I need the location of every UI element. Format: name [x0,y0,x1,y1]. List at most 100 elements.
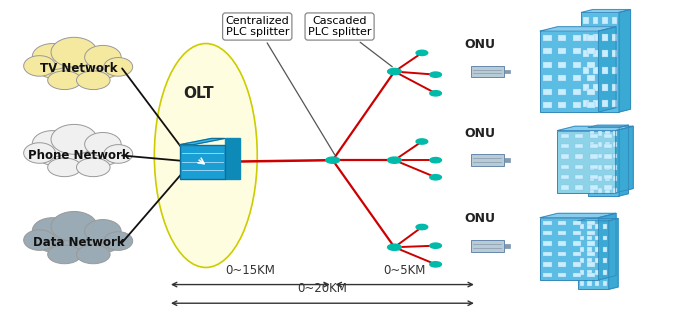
FancyBboxPatch shape [560,144,569,148]
FancyBboxPatch shape [543,76,552,81]
Circle shape [416,50,428,55]
FancyBboxPatch shape [558,262,566,267]
FancyBboxPatch shape [587,221,595,225]
Ellipse shape [36,142,122,169]
FancyBboxPatch shape [560,134,569,138]
Ellipse shape [36,55,122,81]
Ellipse shape [51,37,97,67]
FancyBboxPatch shape [471,154,504,166]
Ellipse shape [51,211,97,241]
Ellipse shape [77,245,110,264]
FancyBboxPatch shape [587,262,595,267]
FancyBboxPatch shape [558,252,566,256]
FancyBboxPatch shape [587,235,592,240]
FancyBboxPatch shape [603,224,607,229]
Polygon shape [598,213,616,280]
FancyBboxPatch shape [605,188,610,193]
FancyBboxPatch shape [573,62,581,67]
FancyBboxPatch shape [587,241,595,246]
Ellipse shape [104,145,132,163]
Polygon shape [589,125,628,128]
Polygon shape [581,10,630,12]
FancyBboxPatch shape [180,145,224,179]
FancyBboxPatch shape [575,144,583,148]
Ellipse shape [84,132,121,156]
FancyBboxPatch shape [543,49,552,54]
Polygon shape [608,219,618,289]
FancyBboxPatch shape [573,241,581,246]
FancyBboxPatch shape [587,258,592,263]
Text: ONU: ONU [464,38,496,51]
FancyBboxPatch shape [612,67,617,74]
FancyBboxPatch shape [558,272,566,277]
Ellipse shape [77,71,110,90]
Ellipse shape [32,218,73,244]
Circle shape [388,157,401,163]
Polygon shape [541,27,616,31]
Polygon shape [557,126,633,131]
FancyBboxPatch shape [612,50,617,58]
FancyBboxPatch shape [587,270,592,275]
FancyBboxPatch shape [593,50,598,58]
FancyBboxPatch shape [573,35,581,41]
FancyBboxPatch shape [605,154,610,158]
FancyBboxPatch shape [543,241,552,246]
FancyBboxPatch shape [604,134,613,138]
FancyBboxPatch shape [612,17,617,24]
Ellipse shape [84,45,121,69]
Circle shape [416,139,428,144]
FancyBboxPatch shape [595,281,600,286]
FancyBboxPatch shape [604,175,613,179]
Circle shape [326,157,340,163]
Polygon shape [578,219,618,221]
FancyBboxPatch shape [575,185,583,190]
FancyBboxPatch shape [598,176,602,181]
FancyBboxPatch shape [471,240,504,252]
FancyBboxPatch shape [613,188,617,193]
FancyBboxPatch shape [543,89,552,95]
FancyBboxPatch shape [598,142,602,147]
FancyBboxPatch shape [595,270,600,275]
FancyBboxPatch shape [593,100,598,107]
FancyBboxPatch shape [603,281,607,286]
Text: Cascaded
PLC splitter: Cascaded PLC splitter [308,16,392,67]
Polygon shape [619,10,630,112]
FancyBboxPatch shape [573,76,581,81]
FancyBboxPatch shape [543,252,552,256]
FancyBboxPatch shape [541,31,598,112]
FancyBboxPatch shape [587,102,595,108]
FancyBboxPatch shape [604,165,613,169]
Text: Centralized
PLC splitter: Centralized PLC splitter [226,16,335,155]
Ellipse shape [47,71,81,90]
FancyBboxPatch shape [471,66,504,77]
FancyBboxPatch shape [595,224,600,229]
FancyBboxPatch shape [605,165,610,170]
FancyBboxPatch shape [587,281,592,286]
Ellipse shape [47,245,81,264]
Ellipse shape [154,44,257,267]
Ellipse shape [32,131,73,157]
Circle shape [429,175,442,180]
FancyBboxPatch shape [590,176,594,181]
FancyBboxPatch shape [605,131,610,136]
Polygon shape [598,27,616,112]
FancyBboxPatch shape [580,281,584,286]
FancyBboxPatch shape [613,131,617,136]
FancyBboxPatch shape [590,142,594,147]
FancyBboxPatch shape [558,231,566,235]
FancyBboxPatch shape [587,272,595,277]
Ellipse shape [32,44,73,70]
FancyBboxPatch shape [602,100,608,107]
FancyBboxPatch shape [573,49,581,54]
Ellipse shape [104,232,132,250]
Text: 0~5KM: 0~5KM [383,264,426,277]
Circle shape [429,72,442,77]
FancyBboxPatch shape [603,247,607,252]
Text: Phone Network: Phone Network [28,149,130,162]
FancyBboxPatch shape [590,185,598,190]
FancyBboxPatch shape [557,131,615,193]
FancyBboxPatch shape [590,131,594,136]
FancyBboxPatch shape [580,258,584,263]
FancyBboxPatch shape [589,128,619,196]
FancyBboxPatch shape [504,244,510,248]
